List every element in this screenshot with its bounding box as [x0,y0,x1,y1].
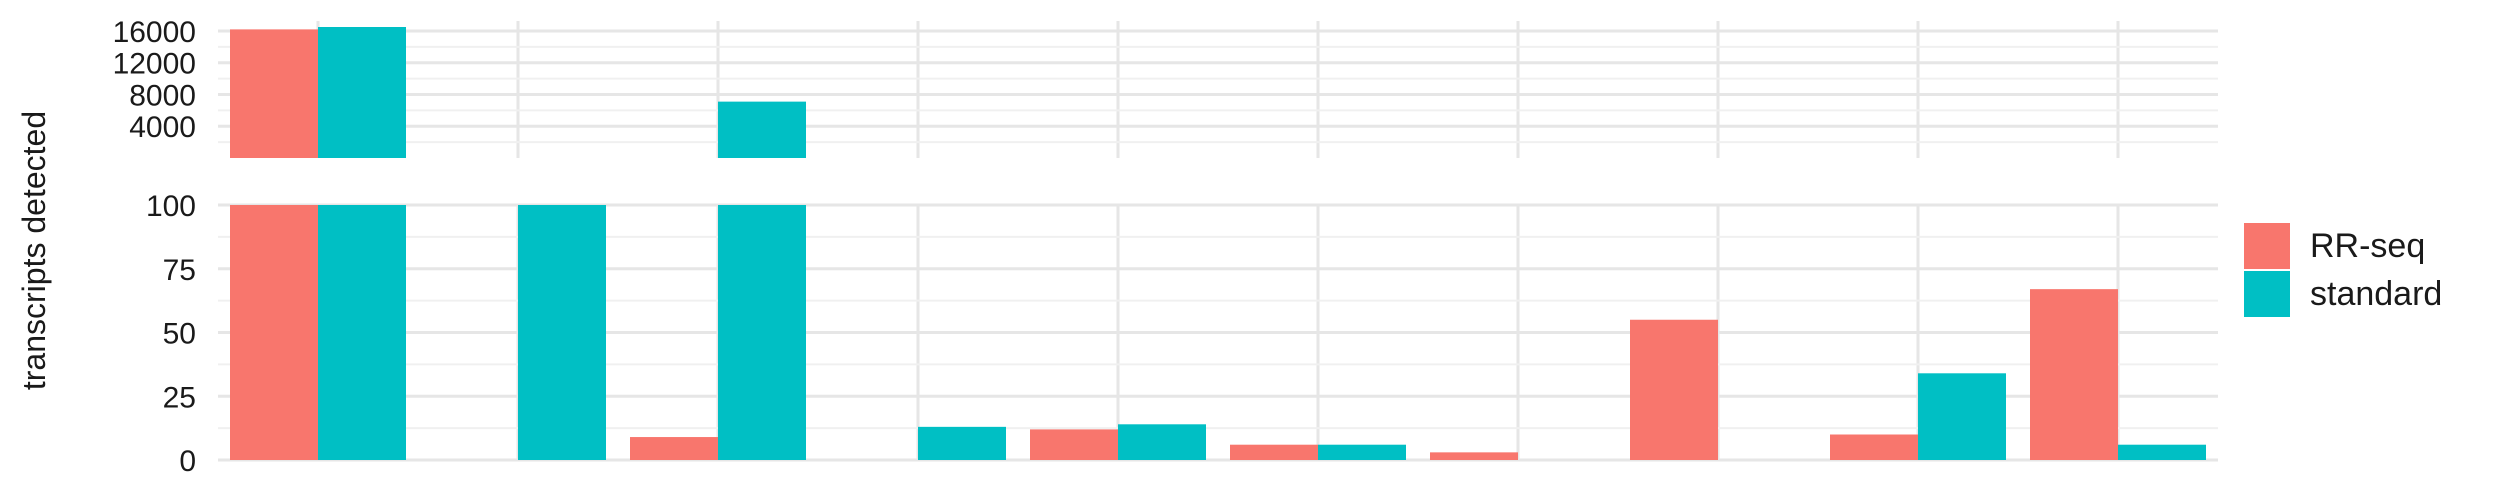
bar-lower-rr-seq [1030,429,1118,460]
y-tick-label-upper: 8000 [129,79,196,112]
y-tick-label-upper: 4000 [129,111,196,144]
legend-label-rr-seq: RR-seq [2310,226,2426,265]
y-tick-label-lower: 50 [163,318,196,351]
y-tick-label-upper: 12000 [113,48,196,81]
bar-lower-rr-seq [1430,452,1518,460]
bar-upper-standard [318,27,406,158]
bar-lower-standard [518,205,606,460]
bar-lower-rr-seq [1630,319,1718,460]
bar-lower-standard [1118,424,1206,460]
legend-label-standard: standard [2310,274,2443,313]
bar-lower-rr-seq [2030,289,2118,460]
bar-lower-standard [918,426,1006,460]
y-axis-title-container: transcripts detected [0,0,70,500]
bar-lower-standard [718,205,806,460]
y-tick-label-lower: 100 [146,190,196,223]
bar-upper-standard [718,101,806,158]
legend-item-rr-seq: RR-seq [2244,222,2442,270]
bar-lower-standard [1318,444,1406,460]
bar-lower-rr-seq [1830,434,1918,460]
bar-lower-rr-seq [230,205,318,460]
bar-lower-standard [318,205,406,460]
bar-lower-rr-seq [1230,444,1318,460]
bar-lower-standard [1918,373,2006,460]
legend-item-standard: standard [2244,270,2442,318]
legend-swatch-standard [2244,271,2290,317]
bar-upper-rr-seq [230,29,318,158]
bar-lower-standard [2118,444,2206,460]
legend-swatch-rr-seq [2244,223,2290,269]
y-axis-title: transcripts detected [16,110,53,390]
y-tick-label-lower: 0 [179,445,196,478]
legend: RR-seq standard [2244,222,2442,318]
y-tick-label-upper: 16000 [113,16,196,49]
bar-lower-rr-seq [630,437,718,460]
y-tick-label-lower: 75 [163,254,196,287]
y-tick-label-lower: 25 [163,381,196,414]
